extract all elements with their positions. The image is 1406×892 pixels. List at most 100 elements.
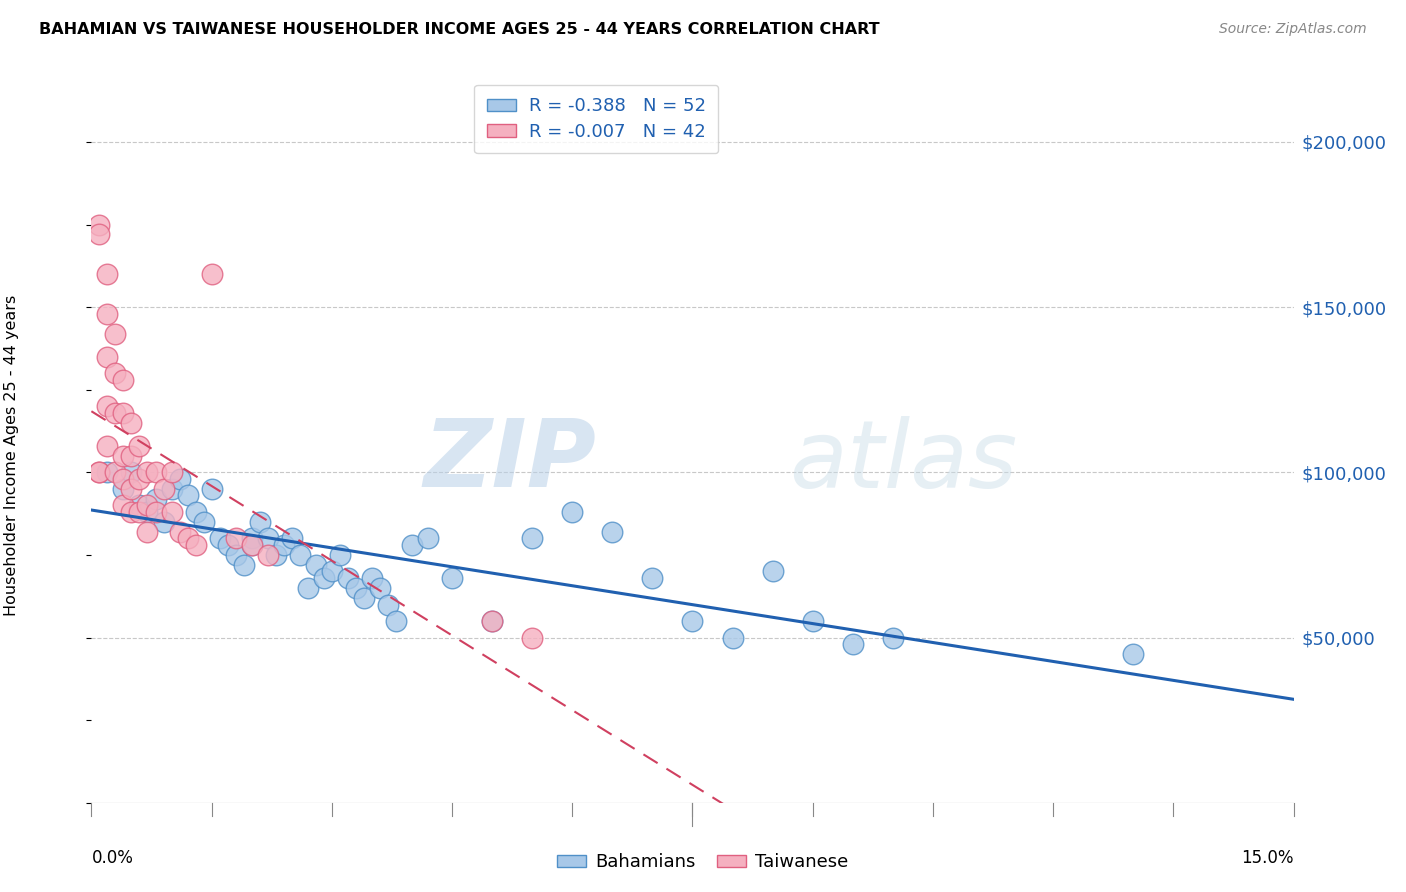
Point	[288, 548, 311, 562]
Point	[1122, 647, 1144, 661]
Point	[121, 505, 143, 519]
Point	[440, 571, 463, 585]
Text: 15.0%: 15.0%	[1241, 849, 1294, 867]
Point	[273, 538, 295, 552]
Text: atlas: atlas	[789, 416, 1017, 507]
Text: 0.0%: 0.0%	[91, 849, 134, 867]
Point	[176, 532, 198, 546]
Point	[160, 466, 183, 480]
Point	[152, 515, 174, 529]
Point	[96, 399, 118, 413]
Point	[104, 406, 127, 420]
Point	[232, 558, 254, 572]
Point	[602, 524, 624, 539]
Point	[481, 614, 503, 628]
Point	[256, 548, 278, 562]
Point	[152, 482, 174, 496]
Point	[112, 406, 135, 420]
Point	[240, 538, 263, 552]
Point	[160, 505, 183, 519]
Point	[104, 366, 127, 380]
Point	[112, 499, 135, 513]
Point	[136, 466, 159, 480]
Point	[762, 565, 785, 579]
Point	[416, 532, 439, 546]
Point	[336, 571, 359, 585]
Legend: R = -0.388   N = 52, R = -0.007   N = 42: R = -0.388 N = 52, R = -0.007 N = 42	[474, 85, 718, 153]
Point	[401, 538, 423, 552]
Point	[128, 439, 150, 453]
Point	[145, 505, 167, 519]
Point	[329, 548, 352, 562]
Point	[264, 548, 287, 562]
Point	[353, 591, 375, 605]
Point	[169, 524, 191, 539]
Point	[184, 505, 207, 519]
Point	[321, 565, 343, 579]
Point	[225, 532, 247, 546]
Point	[225, 548, 247, 562]
Point	[112, 472, 135, 486]
Text: Householder Income Ages 25 - 44 years: Householder Income Ages 25 - 44 years	[4, 295, 18, 616]
Point	[104, 466, 127, 480]
Point	[641, 571, 664, 585]
Point	[249, 515, 271, 529]
Point	[240, 532, 263, 546]
Point	[112, 373, 135, 387]
Point	[368, 581, 391, 595]
Point	[121, 466, 143, 480]
Point	[801, 614, 824, 628]
Legend: Bahamians, Taiwanese: Bahamians, Taiwanese	[550, 847, 856, 879]
Point	[121, 482, 143, 496]
Point	[281, 532, 304, 546]
Point	[201, 482, 224, 496]
Point	[89, 466, 111, 480]
Point	[360, 571, 382, 585]
Point	[201, 267, 224, 281]
Point	[377, 598, 399, 612]
Point	[169, 472, 191, 486]
Point	[145, 466, 167, 480]
Point	[721, 631, 744, 645]
Point	[561, 505, 583, 519]
Point	[305, 558, 328, 572]
Point	[522, 631, 544, 645]
Point	[312, 571, 335, 585]
Point	[176, 488, 198, 502]
Point	[136, 499, 159, 513]
Point	[96, 350, 118, 364]
Text: Source: ZipAtlas.com: Source: ZipAtlas.com	[1219, 22, 1367, 37]
Point	[121, 416, 143, 430]
Point	[882, 631, 904, 645]
Point	[128, 499, 150, 513]
Point	[256, 532, 278, 546]
Point	[160, 482, 183, 496]
Point	[96, 307, 118, 321]
Point	[89, 218, 111, 232]
Point	[193, 515, 215, 529]
Point	[96, 466, 118, 480]
Point	[96, 439, 118, 453]
Point	[481, 614, 503, 628]
Point	[385, 614, 408, 628]
Point	[89, 227, 111, 242]
Point	[217, 538, 239, 552]
Point	[208, 532, 231, 546]
Point	[841, 637, 863, 651]
Point	[112, 482, 135, 496]
Point	[522, 532, 544, 546]
Point	[128, 472, 150, 486]
Point	[145, 491, 167, 506]
Text: ZIP: ZIP	[423, 415, 596, 508]
Point	[184, 538, 207, 552]
Point	[136, 505, 159, 519]
Point	[297, 581, 319, 595]
Point	[112, 449, 135, 463]
Point	[136, 524, 159, 539]
Point	[96, 267, 118, 281]
Point	[344, 581, 367, 595]
Point	[128, 505, 150, 519]
Text: BAHAMIAN VS TAIWANESE HOUSEHOLDER INCOME AGES 25 - 44 YEARS CORRELATION CHART: BAHAMIAN VS TAIWANESE HOUSEHOLDER INCOME…	[39, 22, 880, 37]
Point	[89, 466, 111, 480]
Point	[240, 538, 263, 552]
